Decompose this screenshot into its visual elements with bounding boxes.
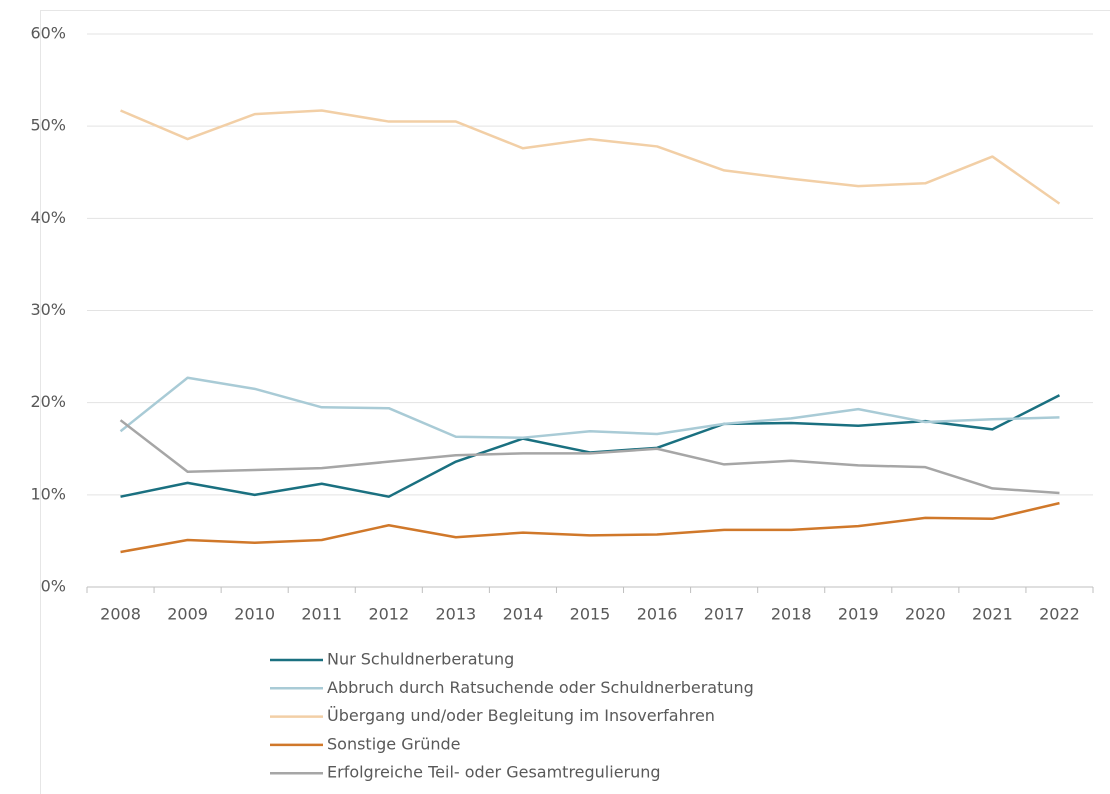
x-tick-label: 2017 bbox=[704, 605, 745, 624]
x-tick-label: 2015 bbox=[570, 605, 611, 624]
y-tick-label: 60% bbox=[30, 24, 66, 43]
x-tick-label: 2013 bbox=[436, 605, 477, 624]
legend-label: Nur Schuldnerberatung bbox=[327, 650, 514, 669]
legend-label: Sonstige Gründe bbox=[327, 734, 460, 753]
x-tick-label: 2014 bbox=[503, 605, 544, 624]
legend-label: Abbruch durch Ratsuchende oder Schuldner… bbox=[327, 678, 754, 697]
series-line bbox=[120, 394, 1061, 498]
frame bbox=[40, 10, 1110, 794]
series-line bbox=[119, 376, 1060, 439]
x-tick-label: 2008 bbox=[100, 605, 141, 624]
y-tick-label: 10% bbox=[30, 484, 66, 503]
x-tick-label: 2016 bbox=[637, 605, 678, 624]
legend-label: Übergang und/oder Begleitung im Insoverf… bbox=[327, 706, 715, 725]
x-tick-label: 2010 bbox=[234, 605, 275, 624]
series-line bbox=[119, 419, 1060, 495]
x-tick-label: 2019 bbox=[838, 605, 879, 624]
y-tick-label: 30% bbox=[30, 300, 66, 319]
x-tick-label: 2009 bbox=[167, 605, 208, 624]
legend-label: Erfolgreiche Teil- oder Gesamtregulierun… bbox=[327, 763, 661, 782]
series-line bbox=[120, 501, 1060, 554]
x-tick-label: 2021 bbox=[972, 605, 1013, 624]
x-tick-label: 2018 bbox=[771, 605, 812, 624]
y-tick-label: 50% bbox=[30, 116, 66, 135]
series-line bbox=[120, 109, 1061, 205]
y-tick-label: 40% bbox=[30, 208, 66, 227]
x-tick-label: 2012 bbox=[368, 605, 409, 624]
y-tick-label: 20% bbox=[30, 392, 66, 411]
y-tick-label: 0% bbox=[41, 577, 66, 596]
x-tick-label: 2011 bbox=[301, 605, 342, 624]
x-tick-label: 2020 bbox=[905, 605, 946, 624]
x-tick-label: 2022 bbox=[1039, 605, 1080, 624]
